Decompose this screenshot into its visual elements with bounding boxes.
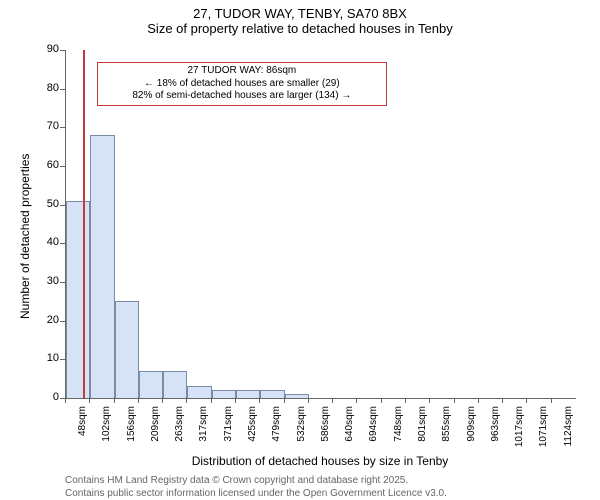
x-tick-label: 1071sqm [538,406,549,454]
y-tick-label: 80 [31,82,59,94]
y-tick-mark [60,282,65,283]
x-tick-label: 156sqm [126,406,137,454]
x-tick-mark [526,398,527,403]
y-tick-label: 60 [31,159,59,171]
y-tick-label: 40 [31,236,59,248]
x-tick-mark [89,398,90,403]
annotation-line: ← 18% of detached houses are smaller (29… [102,78,383,91]
x-tick-label: 694sqm [368,406,379,454]
x-axis-label: Distribution of detached houses by size … [65,454,575,468]
x-tick-mark [162,398,163,403]
x-tick-mark [551,398,552,403]
x-tick-mark [211,398,212,403]
y-tick-label: 20 [31,314,59,326]
x-tick-label: 748sqm [393,406,404,454]
x-tick-label: 801sqm [417,406,428,454]
histogram-bar [236,390,260,398]
y-tick-mark [60,243,65,244]
x-tick-mark [405,398,406,403]
histogram-bar [139,371,163,398]
y-axis-label: Number of detached properties [18,154,32,319]
y-tick-mark [60,205,65,206]
x-tick-label: 909sqm [466,406,477,454]
y-tick-label: 70 [31,120,59,132]
x-tick-label: 855sqm [441,406,452,454]
x-tick-mark [502,398,503,403]
x-tick-label: 532sqm [296,406,307,454]
x-tick-mark [429,398,430,403]
annotation-box: 27 TUDOR WAY: 86sqm← 18% of detached hou… [97,62,388,106]
x-tick-mark [235,398,236,403]
y-tick-mark [60,166,65,167]
x-tick-mark [454,398,455,403]
histogram-bar [115,301,139,398]
y-tick-label: 90 [31,43,59,55]
x-tick-mark [65,398,66,403]
y-tick-mark [60,50,65,51]
x-tick-mark [138,398,139,403]
x-tick-mark [186,398,187,403]
histogram-bar [163,371,187,398]
x-tick-mark [381,398,382,403]
reference-line [83,50,85,398]
x-tick-label: 263sqm [174,406,185,454]
y-tick-label: 30 [31,275,59,287]
x-tick-label: 371sqm [223,406,234,454]
annotation-line: 82% of semi-detached houses are larger (… [102,90,383,103]
histogram-bar [260,390,284,398]
annotation-line: 27 TUDOR WAY: 86sqm [102,65,383,78]
x-tick-mark [308,398,309,403]
title-block: 27, TUDOR WAY, TENBY, SA70 8BX Size of p… [0,0,600,40]
y-tick-label: 0 [31,391,59,403]
x-tick-label: 317sqm [198,406,209,454]
y-tick-mark [60,127,65,128]
x-tick-label: 1017sqm [514,406,525,454]
plot-area: 27 TUDOR WAY: 86sqm← 18% of detached hou… [65,50,576,399]
x-tick-label: 425sqm [247,406,258,454]
title-line-1: 27, TUDOR WAY, TENBY, SA70 8BX [0,6,600,21]
x-tick-mark [356,398,357,403]
x-tick-mark [478,398,479,403]
title-line-2: Size of property relative to detached ho… [0,21,600,36]
x-tick-label: 48sqm [77,406,88,454]
x-tick-label: 479sqm [271,406,282,454]
footer-line-1: Contains HM Land Registry data © Crown c… [65,474,447,487]
x-tick-mark [332,398,333,403]
x-tick-label: 102sqm [101,406,112,454]
footer-attribution: Contains HM Land Registry data © Crown c… [65,474,447,500]
x-tick-label: 963sqm [490,406,501,454]
x-tick-mark [114,398,115,403]
y-tick-mark [60,359,65,360]
y-tick-label: 10 [31,352,59,364]
footer-line-2: Contains public sector information licen… [65,487,447,500]
y-tick-mark [60,89,65,90]
x-tick-label: 209sqm [150,406,161,454]
histogram-bar [212,390,236,398]
x-tick-label: 640sqm [344,406,355,454]
x-tick-label: 586sqm [320,406,331,454]
y-tick-label: 50 [31,198,59,210]
histogram-bar [285,394,309,398]
y-tick-mark [60,321,65,322]
chart-container: 27, TUDOR WAY, TENBY, SA70 8BX Size of p… [0,0,600,500]
x-tick-label: 1124sqm [563,406,574,454]
x-tick-mark [284,398,285,403]
histogram-bar [187,386,211,398]
x-tick-mark [259,398,260,403]
histogram-bar [66,201,90,398]
histogram-bar [90,135,114,398]
